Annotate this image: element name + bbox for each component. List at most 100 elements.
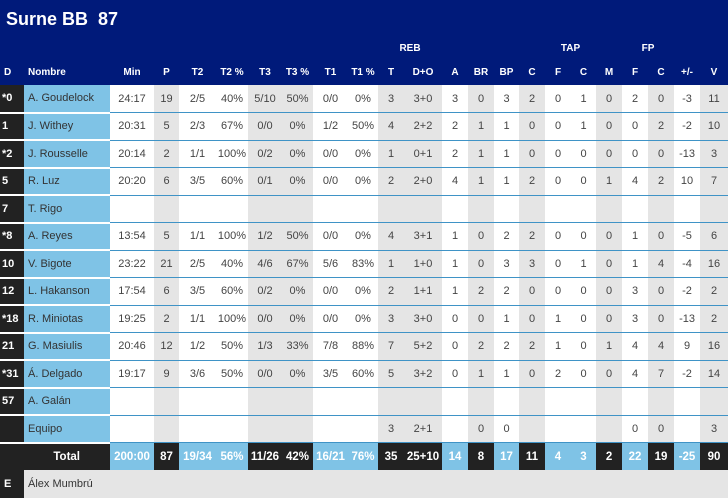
team-name: Surne BB: [6, 9, 89, 29]
stat-cell: 0%: [348, 305, 378, 333]
stat-cell: 0: [571, 277, 597, 306]
column-header[interactable]: C: [657, 67, 665, 78]
column-header[interactable]: T3: [259, 67, 271, 78]
stat-cell: 2: [494, 222, 519, 251]
stat-cell: [648, 195, 675, 223]
total-cell: -25: [674, 442, 701, 470]
stat-cell: 0: [622, 112, 649, 141]
stat-cell: 24:17: [110, 85, 154, 113]
player-name-link[interactable]: A. Goudelock: [24, 85, 110, 114]
stat-cell: 1: [596, 167, 623, 196]
stat-cell: 0: [596, 305, 623, 333]
stat-cell: 3: [378, 305, 404, 333]
player-name-link[interactable]: J. Withey: [24, 112, 110, 141]
player-name-link[interactable]: R. Miniotas: [24, 305, 110, 334]
column-header[interactable]: T3 %: [285, 67, 310, 78]
stat-cell: 2: [442, 112, 468, 141]
column-header[interactable]: T: [387, 67, 395, 78]
player-name-link[interactable]: Á. Delgado: [24, 360, 110, 389]
total-label: Total: [0, 442, 110, 470]
column-header[interactable]: BP: [499, 67, 514, 78]
column-header[interactable]: V: [710, 67, 718, 78]
column-header[interactable]: T2: [191, 67, 204, 78]
total-cell: 4: [545, 442, 571, 470]
stat-cell: 3: [519, 250, 545, 278]
stat-cell: 2+1: [404, 415, 442, 443]
player-name-link[interactable]: T. Rigo: [24, 195, 110, 224]
stat-cell: 5/10: [248, 85, 282, 113]
column-header[interactable]: D+O: [412, 67, 434, 78]
column-header[interactable]: Min: [123, 67, 141, 78]
player-name-link[interactable]: R. Luz: [24, 167, 110, 196]
stat-cell: 0/0: [313, 305, 348, 333]
stat-cell: 0/0: [313, 222, 348, 251]
player-name-link[interactable]: J. Rousselle: [24, 140, 110, 169]
column-header[interactable]: T1 %: [351, 67, 375, 78]
stat-cell: [282, 415, 313, 443]
player-row: 21 G. Masiulis 20:46 12 1/2 50% 1/3 33% 7/8 88% 7 5…: [0, 332, 728, 361]
player-name-link[interactable]: G. Masiulis: [24, 332, 110, 361]
player-name-link[interactable]: L. Hakanson: [24, 277, 110, 306]
stat-cell: 1: [468, 112, 494, 141]
player-row: 5 R. Luz 20:20 6 3/5 60% 0/1 0% 0/0 0% 2 2+0 4 1 1 2 0 0 1…: [0, 167, 728, 196]
stat-cell: 0: [519, 277, 545, 306]
total-cell: 42%: [282, 442, 313, 470]
stat-cell: [282, 387, 313, 416]
total-cell: 17: [494, 442, 519, 470]
column-header[interactable]: C: [579, 67, 588, 78]
stat-cell: [404, 195, 442, 223]
column-header[interactable]: P: [163, 67, 170, 78]
column-header[interactable]: T2 %: [220, 67, 244, 78]
stat-cell: 0: [571, 167, 597, 196]
stat-cell: 1/1: [179, 222, 216, 251]
total-cell: 3: [571, 442, 597, 470]
column-header[interactable]: BR: [473, 67, 489, 78]
stat-cell: 50%: [282, 222, 313, 251]
stat-cell: [110, 195, 154, 223]
player-name-link[interactable]: Equipo: [24, 415, 110, 444]
stat-cell: [248, 195, 282, 223]
stat-cell: 3: [378, 85, 404, 113]
stat-cell: [216, 387, 248, 416]
player-name-link[interactable]: A. Galán: [24, 387, 110, 416]
stat-cell: 2: [154, 140, 179, 168]
stat-cell: [442, 415, 468, 443]
total-cell: 11/26: [248, 442, 282, 470]
stat-cell: 33%: [282, 332, 313, 361]
column-header[interactable]: A: [451, 67, 459, 78]
stat-cell: 100%: [216, 305, 248, 333]
stat-cell: [442, 195, 468, 223]
column-header[interactable]: D: [4, 67, 12, 78]
total-cell: 22: [622, 442, 649, 470]
stat-cell: 1: [571, 85, 597, 113]
column-header[interactable]: C: [528, 67, 536, 78]
stat-cell: 3+0: [404, 85, 442, 113]
stat-cell: 0: [545, 140, 571, 168]
total-cell: 14: [442, 442, 468, 470]
player-name-link[interactable]: A. Reyes: [24, 222, 110, 251]
stat-cell: 12: [154, 332, 179, 361]
column-header[interactable]: Nombre: [28, 67, 66, 78]
stat-cell: 2/5: [179, 250, 216, 278]
stat-cell: 1: [494, 140, 519, 168]
column-header[interactable]: T1: [324, 67, 337, 78]
stat-cell: 7: [378, 332, 404, 361]
column-header[interactable]: F: [631, 67, 639, 78]
player-name-link[interactable]: V. Bigote: [24, 250, 110, 279]
team-score: 87: [98, 9, 119, 29]
stat-cell: 0: [596, 112, 623, 141]
stat-cell: -13: [674, 140, 701, 168]
stat-cell: 7/8: [313, 332, 348, 361]
stat-cell: 5: [378, 360, 404, 388]
group-reb: REB: [399, 43, 421, 54]
stat-cell: [154, 415, 179, 443]
group-header-row: REB TAP FP: [0, 37, 728, 60]
column-header[interactable]: M: [604, 67, 614, 78]
stat-cell: 3: [494, 250, 519, 278]
total-cell: 90: [700, 442, 728, 470]
stat-cell: 0/0: [248, 112, 282, 141]
column-header[interactable]: +/-: [681, 67, 693, 78]
stat-cell: 2: [519, 85, 545, 113]
column-header[interactable]: F: [554, 67, 562, 78]
stat-cell: 60%: [216, 277, 248, 306]
